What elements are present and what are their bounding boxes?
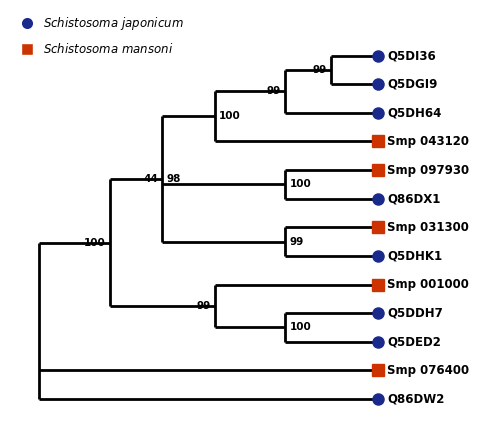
Text: 100: 100 (290, 322, 311, 332)
Text: Smp 043120: Smp 043120 (387, 135, 469, 148)
Text: 100: 100 (84, 238, 106, 248)
Text: Smp 097930: Smp 097930 (387, 164, 469, 177)
Text: Q5DDH7: Q5DDH7 (387, 307, 442, 320)
Text: Q86DX1: Q86DX1 (387, 192, 440, 205)
Text: Smp 031300: Smp 031300 (387, 221, 469, 234)
Legend: $\bf{\it{Schistosoma\ japonicum}}$, $\bf{\it{Schistosoma\ mansoni}}$: $\bf{\it{Schistosoma\ japonicum}}$, $\bf… (10, 10, 188, 61)
Text: Q5DI36: Q5DI36 (387, 49, 436, 62)
Text: 100: 100 (219, 112, 241, 121)
Text: Q5DHK1: Q5DHK1 (387, 249, 442, 262)
Text: 99: 99 (266, 86, 281, 96)
Text: Q5DGI9: Q5DGI9 (387, 78, 438, 91)
Text: 44: 44 (143, 174, 158, 184)
Text: 100: 100 (290, 179, 311, 190)
Text: 99: 99 (196, 301, 210, 311)
Text: 99: 99 (290, 236, 304, 247)
Text: Smp 001000: Smp 001000 (387, 278, 469, 291)
Text: 99: 99 (312, 65, 326, 75)
Text: Q5DH64: Q5DH64 (387, 106, 442, 119)
Text: Q5DED2: Q5DED2 (387, 335, 441, 348)
Text: Smp 076400: Smp 076400 (387, 364, 469, 377)
Text: 98: 98 (166, 174, 181, 184)
Text: Q86DW2: Q86DW2 (387, 392, 444, 406)
